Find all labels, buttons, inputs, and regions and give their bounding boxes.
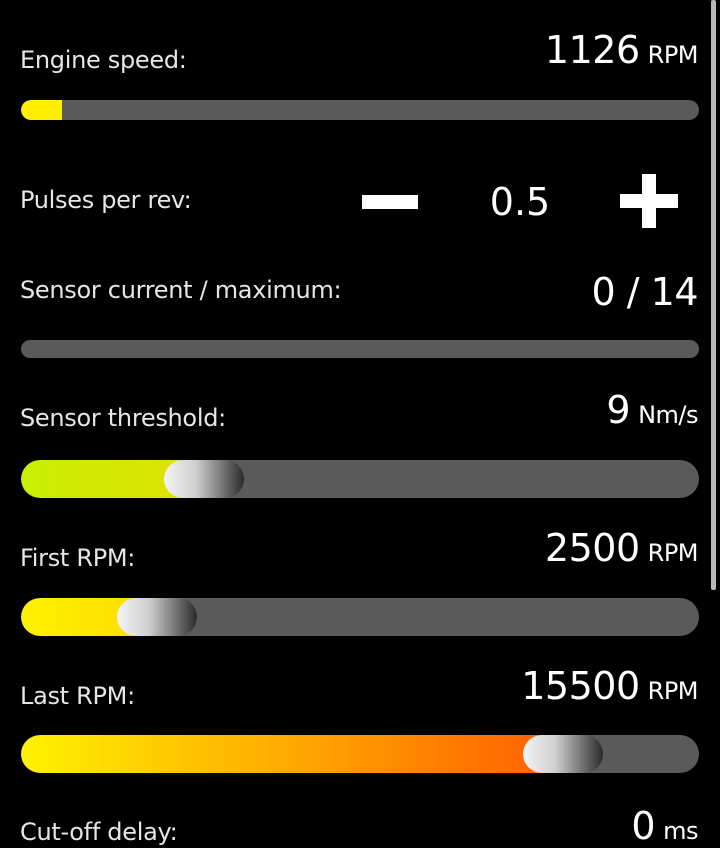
slider-fill [21,735,574,773]
engine-speed-fill [21,100,62,120]
cutoff-delay-label: Cut-off delay: [20,818,178,846]
engine-speed-bar [21,100,699,120]
pulses-label: Pulses per rev: [20,186,192,214]
slider-thumb[interactable] [116,598,197,636]
last-rpm-slider[interactable] [21,735,699,773]
engine-speed-number: 1126 [544,28,640,72]
minus-button[interactable] [362,195,418,209]
last-rpm-unit: RPM [647,677,699,705]
pulses-value: 0.5 [489,180,551,224]
last-rpm-number: 15500 [521,664,640,708]
sensor-current-label: Sensor current / maximum: [20,276,342,304]
last-rpm-value: 15500 RPM [521,664,698,708]
slider-thumb[interactable] [523,735,604,773]
first-rpm-slider[interactable] [21,598,699,636]
first-rpm-unit: RPM [647,539,699,567]
sensor-current-value: 0 / 14 [591,270,699,314]
slider-thumb[interactable] [164,460,245,498]
sensor-current-bar [21,340,699,358]
sensor-threshold-value: 9 Nm/s [606,388,698,432]
last-rpm-label: Last RPM: [20,682,135,710]
scrollbar[interactable] [711,0,716,590]
cutoff-delay-unit: ms [663,817,698,845]
sensor-threshold-number: 9 [606,388,631,432]
plus-button[interactable] [620,174,678,228]
engine-speed-label: Engine speed: [20,46,187,74]
engine-speed-unit: RPM [647,41,699,69]
engine-speed-value: 1126 RPM [544,28,699,72]
sensor-threshold-unit: Nm/s [638,401,698,429]
first-rpm-value: 2500 RPM [544,526,699,570]
cutoff-delay-value: 0 ms [631,804,698,848]
sensor-threshold-slider[interactable] [21,460,699,498]
first-rpm-label: First RPM: [20,544,136,572]
first-rpm-number: 2500 [544,526,640,570]
sensor-threshold-label: Sensor threshold: [20,404,226,432]
cutoff-delay-number: 0 [631,804,656,848]
